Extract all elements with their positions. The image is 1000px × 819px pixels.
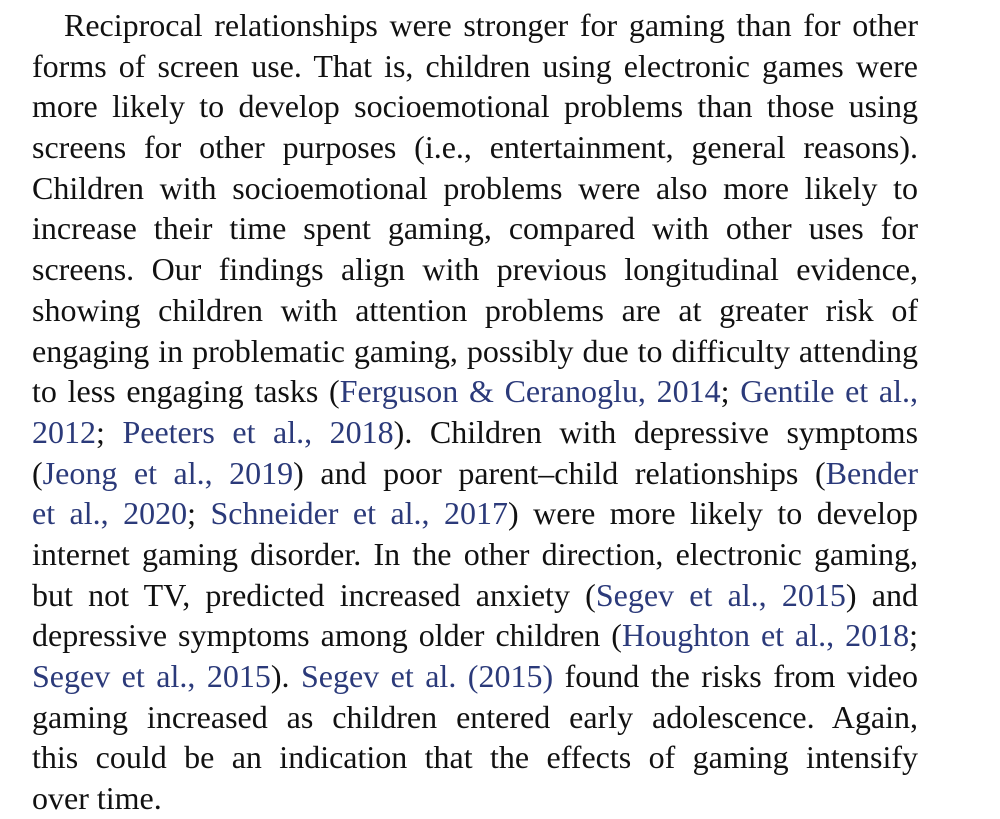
body-text: over time. [32,780,162,817]
text-line: gaming increased as children entered ear… [32,697,918,738]
text-line: (Jeong et al., 2019) and poor parent–chi… [32,453,918,494]
text-line: Children with socioemotional problems we… [32,168,918,209]
citation-link[interactable]: Segev et al., 2015 [595,576,846,613]
text-line: engaging in problematic gaming, possibly… [32,331,918,372]
body-text: showing children with attention problems… [32,291,918,328]
citation-link[interactable]: Segev et al. (2015) [300,658,554,694]
citation-link[interactable]: Ferguson & Ceranoglu, 2014 [339,373,721,410]
body-text: to less engaging tasks ( [32,373,340,410]
body-text: more likely to develop socioemotional pr… [32,88,918,125]
body-text: screens. Our findings align with previou… [32,251,918,288]
body-text: ). Children with depressive symptoms [393,413,919,450]
body-text: ) and poor parent–child relationships ( [293,454,826,491]
text-line: depressive symptoms among older children… [32,615,918,656]
body-text: gaming increased as children entered ear… [32,698,918,735]
citation-link[interactable]: Peeters et al., 2018 [122,413,394,450]
body-text: this could be an indication that the eff… [32,739,918,776]
text-line: Segev et al., 2015). Segev et al. (2015)… [32,656,918,697]
body-text: increase their time spent gaming, compar… [32,210,918,247]
body-text: forms of screen use. That is, children u… [32,47,918,84]
citation-link[interactable]: Schneider et al., 2017 [210,495,509,532]
body-text: but not TV, predicted increased anxiety … [32,576,596,613]
body-text: ; [720,373,741,410]
body-text: depressive symptoms among older children… [32,617,622,654]
text-line: forms of screen use. That is, children u… [32,46,918,87]
body-text: found the risks from video [553,658,919,694]
citation-link[interactable]: Segev et al., 2015 [32,658,271,694]
citation-link[interactable]: 2012 [32,413,96,450]
text-line: more likely to develop socioemotional pr… [32,86,918,127]
body-text: ) and [845,576,919,613]
text-line: increase their time spent gaming, compar… [32,208,918,249]
text-line: internet gaming disorder. In the other d… [32,534,918,575]
body-text: Children with socioemotional problems we… [32,169,918,206]
text-line: Reciprocal relationships were stronger f… [32,5,918,46]
text-line: et al., 2020; Schneider et al., 2017) we… [32,493,918,534]
body-text: engaging in problematic gaming, possibly… [32,332,918,369]
body-text: ; [96,413,123,450]
body-text: screens for other purposes (i.e., entert… [32,129,918,166]
citation-link[interactable]: Bender [825,454,919,491]
text-line: to less engaging tasks (Ferguson & Ceran… [32,371,918,412]
text-line: showing children with attention problems… [32,290,918,331]
body-text: ; [187,495,211,532]
body-text: internet gaming disorder. In the other d… [32,535,918,572]
text-line: over time. [32,778,918,819]
body-text: Reciprocal relationships were stronger f… [64,7,918,43]
citation-link[interactable]: Gentile et al., [740,373,919,410]
body-text: ). [270,658,301,694]
body-text: ( [32,454,43,491]
text-line: screens for other purposes (i.e., entert… [32,127,918,168]
text-line: 2012; Peeters et al., 2018). Children wi… [32,412,918,453]
text-line: but not TV, predicted increased anxiety … [32,575,918,616]
text-line: screens. Our findings align with previou… [32,249,918,290]
paragraph: Reciprocal relationships were stronger f… [32,5,918,819]
text-line: this could be an indication that the eff… [32,737,918,778]
citation-link[interactable]: et al., 2020 [32,495,188,532]
body-text: ) were more likely to develop [508,495,919,532]
body-text: ; [909,617,919,654]
citation-link[interactable]: Houghton et al., 2018 [621,617,910,654]
citation-link[interactable]: Jeong et al., 2019 [42,454,294,491]
